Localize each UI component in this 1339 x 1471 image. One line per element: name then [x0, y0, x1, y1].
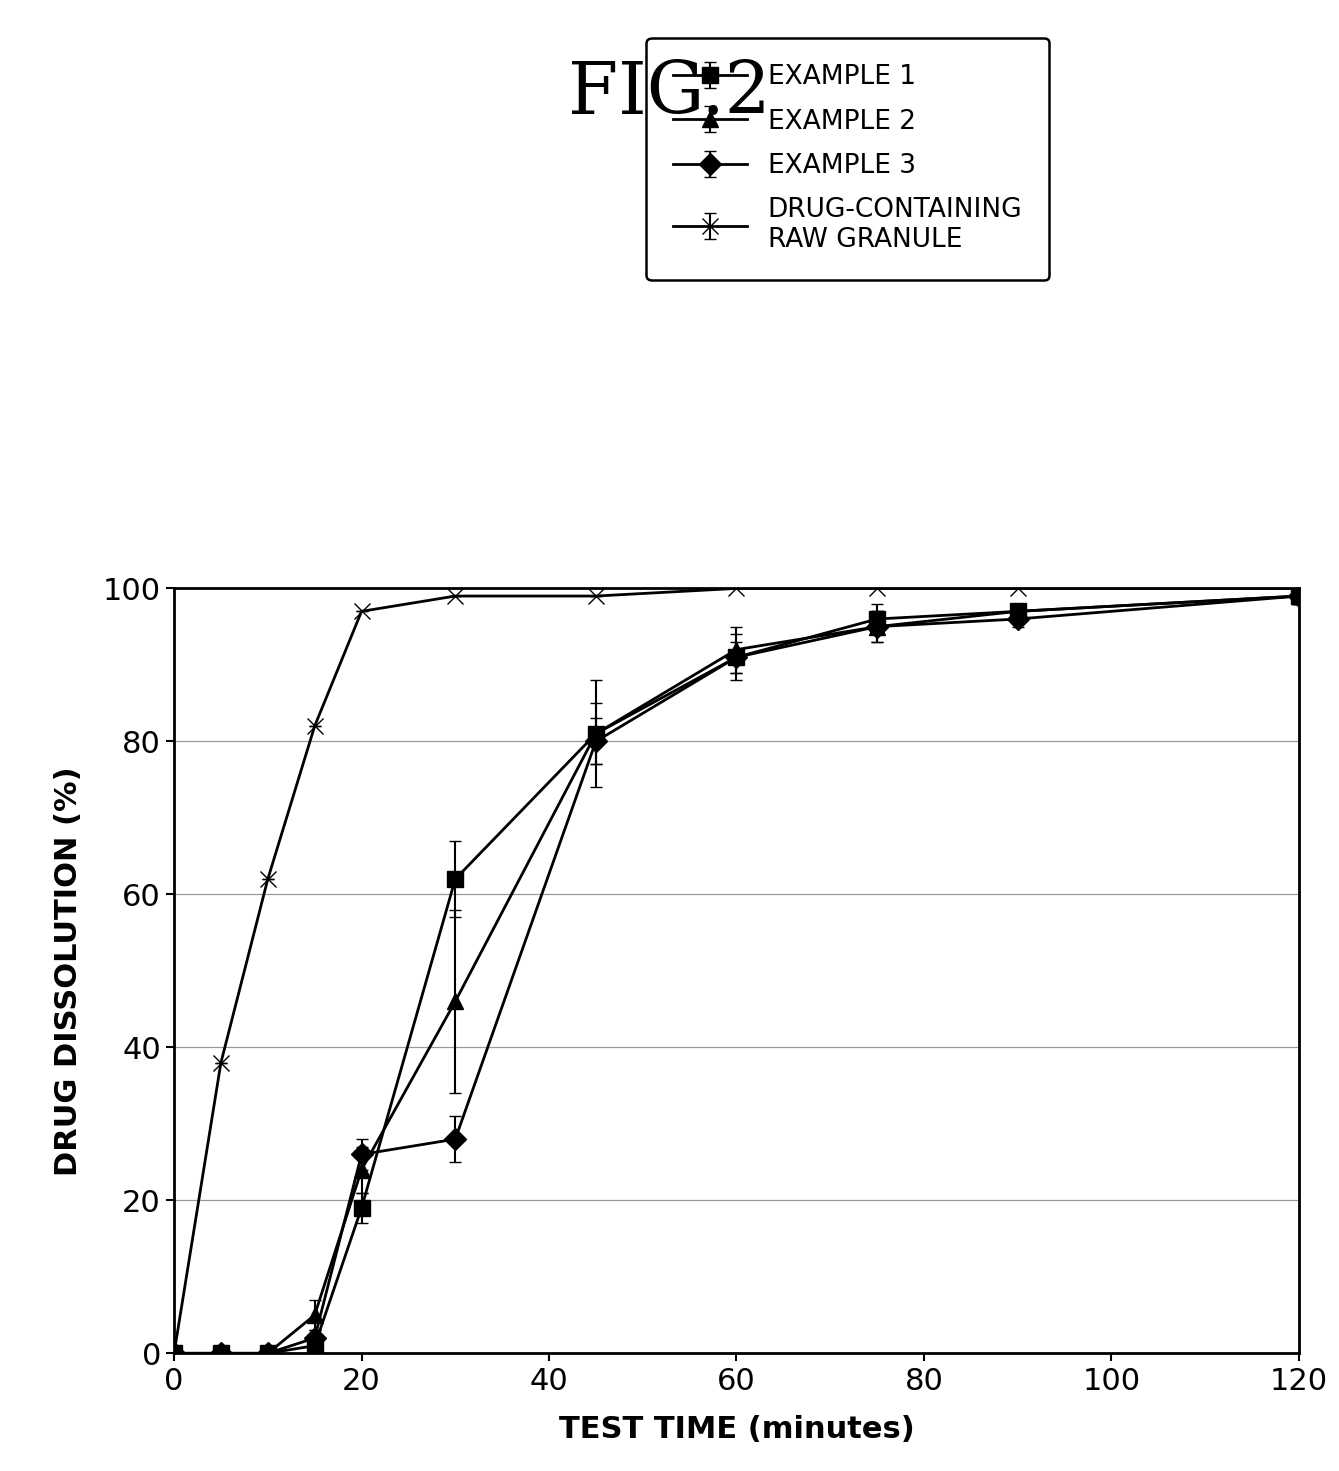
Y-axis label: DRUG DISSOLUTION (%): DRUG DISSOLUTION (%): [55, 766, 83, 1175]
X-axis label: TEST TIME (minutes): TEST TIME (minutes): [558, 1415, 915, 1445]
Text: FIG.2: FIG.2: [568, 59, 771, 129]
Legend: EXAMPLE 1, EXAMPLE 2, EXAMPLE 3, DRUG-CONTAINING
RAW GRANULE: EXAMPLE 1, EXAMPLE 2, EXAMPLE 3, DRUG-CO…: [647, 38, 1048, 279]
